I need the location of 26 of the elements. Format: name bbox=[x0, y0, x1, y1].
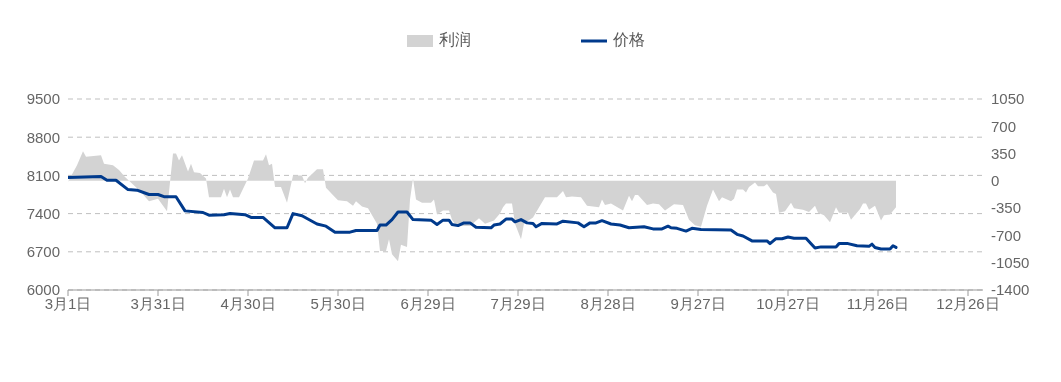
y-tick-label: 7400 bbox=[26, 204, 60, 222]
y2-tick-label: -1050 bbox=[991, 254, 1030, 272]
x-tick-label: 12月26日 bbox=[936, 294, 1000, 312]
x-tick-label: 3月31日 bbox=[130, 294, 186, 312]
x-tick-label: 9月27日 bbox=[670, 294, 726, 312]
y-tick-label: 6700 bbox=[26, 243, 60, 261]
y2-tick-label: 1050 bbox=[991, 90, 1025, 108]
x-tick-label: 6月29日 bbox=[400, 294, 456, 312]
y-tick-label: 9500 bbox=[26, 90, 60, 108]
y2-tick-label: -350 bbox=[991, 199, 1022, 217]
y2-tick-label: 0 bbox=[991, 172, 1000, 190]
legend-label: 利润 bbox=[438, 30, 471, 50]
x-tick-label: 7月29日 bbox=[490, 294, 546, 312]
x-tick-label: 10月27日 bbox=[756, 294, 820, 312]
x-tick-label: 5月30日 bbox=[310, 294, 366, 312]
y-tick-label: 8800 bbox=[26, 128, 60, 146]
x-tick-label: 11月26日 bbox=[846, 294, 910, 312]
legend-label: 价格 bbox=[612, 30, 645, 50]
y2-tick-label: -700 bbox=[991, 226, 1022, 244]
x-tick-label: 8月28日 bbox=[580, 294, 636, 312]
y-tick-label: 8100 bbox=[26, 166, 60, 184]
y2-tick-label: 350 bbox=[991, 144, 1017, 162]
x-tick-label: 4月30日 bbox=[220, 294, 276, 312]
y2-tick-label: 700 bbox=[991, 117, 1017, 135]
x-tick-label: 3月1日 bbox=[44, 294, 92, 312]
line-series bbox=[68, 174, 898, 251]
